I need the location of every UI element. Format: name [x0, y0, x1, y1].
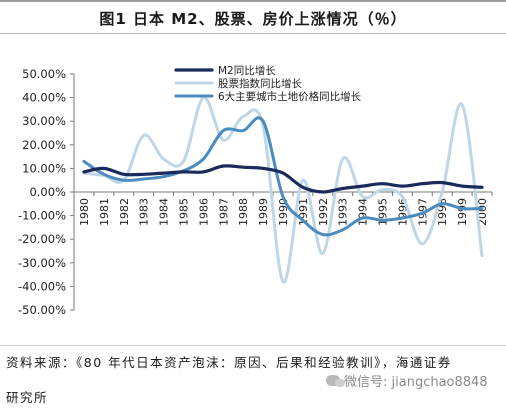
y-tick-label: -40.00%: [18, 279, 66, 293]
x-tick-label: 1988: [237, 198, 250, 226]
series-line-0: [82, 164, 484, 194]
figure-title-bar: 图1 日本 M2、股票、房价上涨情况（％）: [0, 0, 506, 34]
y-tick-label: 40.00%: [22, 91, 66, 105]
x-tick-label: 1980: [78, 198, 91, 226]
legend-label: 6大主要城市土地价格同比增长: [218, 90, 362, 103]
line-chart: 50.00% 40.00% 30.00% 20.00% 10.00% 0.00% -10.0…: [18, 64, 493, 317]
y-tick-label: -20.00%: [18, 232, 66, 246]
figure-title: 图1 日本 M2、股票、房价上涨情况（％）: [99, 10, 407, 28]
wechat-icon: [326, 375, 345, 387]
legend-label: 股票指数同比增长: [218, 77, 302, 90]
legend-label: M2同比增长: [218, 64, 276, 77]
title-bottom-rule: [0, 33, 506, 34]
y-tick-label: 20.00%: [22, 138, 66, 152]
x-tick-label: 1989: [257, 198, 270, 226]
x-tick-label: 1999: [456, 198, 469, 226]
x-tick-label: 1987: [217, 198, 230, 226]
x-tick-label: 1994: [357, 198, 370, 226]
source-note-continued: 研究所: [6, 390, 49, 405]
x-tick-label: 1993: [337, 198, 350, 226]
source-divider: [0, 345, 506, 346]
y-axis: 50.00% 40.00% 30.00% 20.00% 10.00% 0.00% -10.0…: [18, 67, 75, 317]
series-layer: [82, 96, 484, 284]
watermark: 微信号: jiangchao8848: [326, 371, 488, 390]
y-tick-label: -10.00%: [18, 209, 66, 223]
y-tick-label: -50.00%: [18, 303, 66, 317]
y-tick-label: 30.00%: [22, 114, 66, 128]
x-tick-label: 1983: [138, 198, 151, 226]
y-tick-label: -30.00%: [18, 256, 66, 270]
y-tick-label: 50.00%: [22, 67, 66, 81]
y-tick-label: 10.00%: [22, 161, 66, 175]
series-line-2: [82, 116, 484, 237]
series-line-1: [82, 96, 484, 284]
y-tick-label: 0.00%: [29, 185, 66, 199]
watermark-label: 微信号: jiangchao8848: [344, 375, 488, 390]
title-top-rule: [0, 0, 506, 2]
x-tick-label: 1981: [98, 198, 111, 226]
source-note: 资料来源：《80 年代日本资产泡沫：原因、后果和经验教训》，海通证券: [6, 355, 452, 370]
x-tick-label: 1982: [118, 198, 131, 226]
x-tick-label: 1984: [158, 198, 171, 226]
x-tick-label: 1995: [377, 198, 390, 226]
x-tick-label: 1985: [177, 198, 190, 226]
x-tick-label: 1990: [277, 198, 290, 226]
x-tick-label: 1986: [197, 198, 210, 226]
x-tick-label: 1992: [317, 198, 330, 226]
